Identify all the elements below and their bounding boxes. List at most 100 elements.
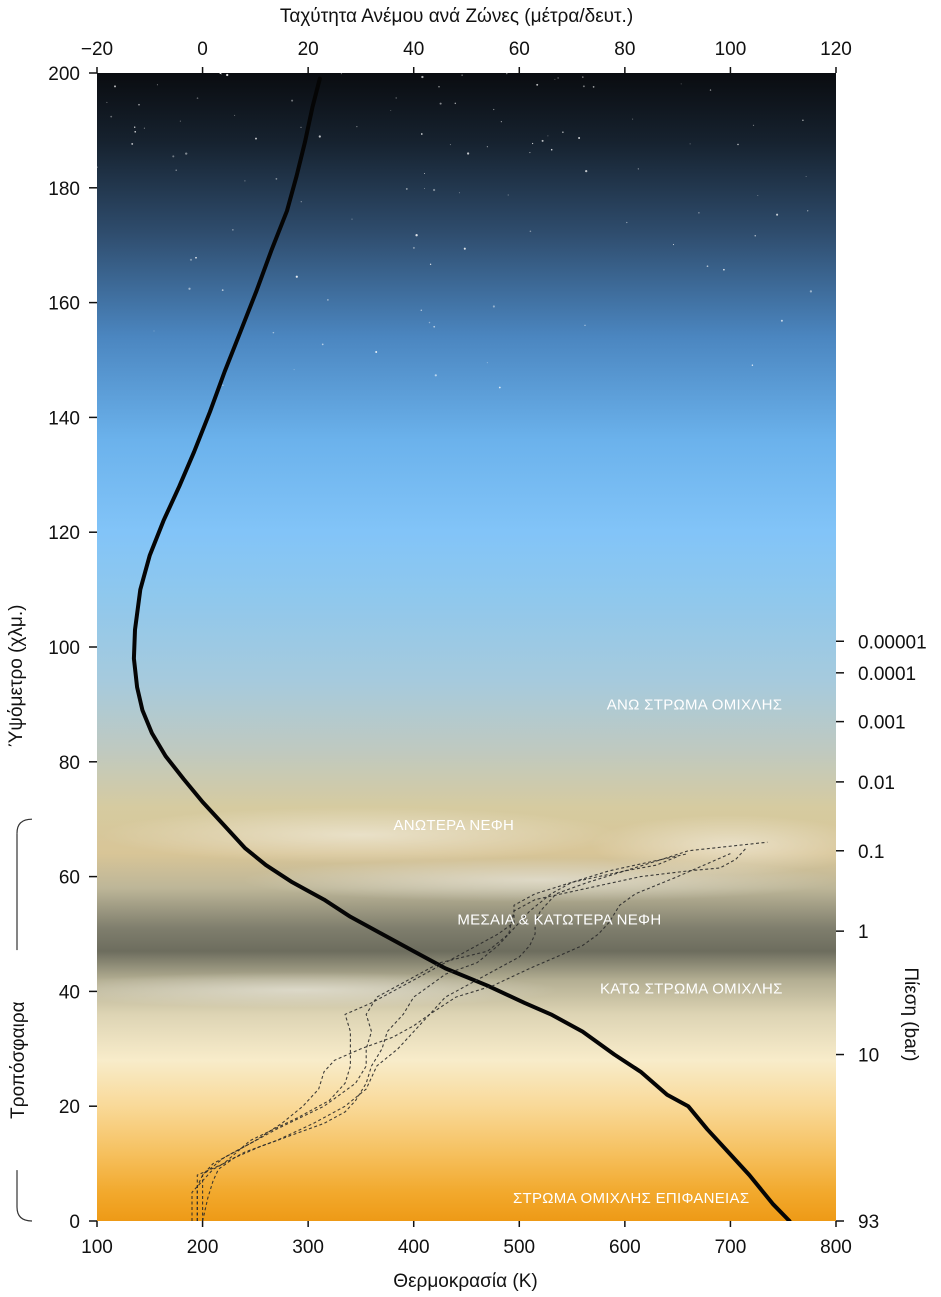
- star: [375, 351, 378, 353]
- star: [737, 143, 739, 146]
- star: [272, 331, 275, 334]
- star: [498, 386, 501, 389]
- star: [291, 99, 294, 102]
- left-tick-label: 100: [48, 638, 80, 659]
- star: [751, 364, 754, 366]
- star: [356, 126, 358, 128]
- bottom-tick-label: 600: [609, 1237, 641, 1258]
- star: [134, 126, 136, 128]
- troposphere-label: Τροπόσφαιρα: [8, 1001, 29, 1118]
- star: [626, 221, 628, 224]
- star: [536, 83, 539, 86]
- star: [433, 325, 436, 328]
- star: [486, 362, 488, 364]
- layer-label-1: ΑΝΩΤΕΡΑ ΝΕΦΗ: [393, 817, 514, 834]
- star: [221, 73, 223, 75]
- top-tick-label: 20: [298, 39, 319, 60]
- star: [153, 330, 155, 332]
- star: [131, 142, 134, 145]
- star: [114, 85, 116, 88]
- left-tick-label: 40: [59, 982, 80, 1003]
- star: [802, 119, 804, 122]
- layer-label-0: ΑΝΩ ΣΤΡΩΜΑ ΟΜΙΧΛΗΣ: [607, 696, 783, 713]
- bracket-top-curve: [16, 818, 33, 834]
- star: [196, 97, 199, 99]
- star: [110, 115, 113, 118]
- profile-curves: [131, 76, 792, 1221]
- star: [244, 180, 246, 182]
- star: [219, 73, 222, 75]
- wind-profile-line-4: [202, 855, 678, 1221]
- left-tick-label: 180: [48, 179, 80, 200]
- star: [466, 152, 470, 155]
- star: [780, 319, 783, 322]
- star: [428, 321, 431, 324]
- star: [321, 343, 324, 346]
- star: [424, 188, 425, 190]
- left-tick-label: 120: [48, 523, 80, 544]
- star: [420, 309, 423, 311]
- star: [541, 139, 544, 142]
- left-tick-label: 200: [48, 64, 80, 85]
- layer-label-4: ΣΤΡΩΜΑ ΟΜΙΧΛΗΣ ΕΠΙΦΑΝΕΙΑΣ: [513, 1190, 749, 1207]
- wind-profile-line-2: [202, 847, 747, 1221]
- top-axis-title: Ταχύτητα Ανέμου ανά Ζώνες (μέτρα/δευτ.): [280, 6, 633, 27]
- star: [255, 137, 257, 140]
- star: [351, 218, 353, 220]
- layer-labels: ΑΝΩ ΣΤΡΩΜΑ ΟΜΙΧΛΗΣ ΑΝΩΤΕΡΑ ΝΕΦΗ ΜΕΣΑΙΑ & Κ…: [393, 696, 782, 1207]
- star: [340, 73, 342, 75]
- star: [689, 143, 691, 145]
- star: [672, 244, 675, 246]
- star: [463, 247, 466, 250]
- right-tick-label: 0.01: [858, 773, 895, 794]
- star: [226, 73, 229, 77]
- top-tick-label: 0: [197, 39, 208, 60]
- star: [420, 133, 423, 135]
- star: [438, 85, 440, 88]
- left-axis-title: Ύψόμετρο (χλμ.): [6, 605, 27, 747]
- layer-label-2: ΜΕΣΑΙΑ & ΚΑΤΩΤΕΡΑ ΝΕΦΗ: [457, 912, 661, 929]
- star: [578, 137, 581, 139]
- star: [529, 230, 532, 233]
- star: [809, 290, 813, 293]
- star: [156, 84, 158, 86]
- star: [805, 175, 807, 177]
- star: [562, 131, 564, 133]
- star: [458, 192, 460, 194]
- star: [222, 384, 224, 386]
- star: [585, 169, 588, 173]
- star: [680, 83, 682, 85]
- star: [143, 127, 145, 129]
- right-tick-label: 0.00001: [858, 632, 927, 653]
- bottom-tick-label: 400: [398, 1237, 430, 1258]
- star: [706, 265, 709, 268]
- star: [637, 168, 639, 170]
- star: [175, 169, 177, 172]
- left-tick-label: 0: [69, 1212, 80, 1233]
- left-tick-label: 140: [48, 408, 80, 429]
- star: [195, 256, 197, 259]
- top-tick-label: −20: [81, 39, 113, 60]
- top-tick-label: 60: [509, 39, 530, 60]
- star: [461, 74, 463, 76]
- star: [412, 246, 415, 249]
- star: [293, 369, 295, 371]
- star: [300, 126, 302, 129]
- star: [134, 131, 136, 133]
- star: [449, 144, 451, 146]
- star: [395, 97, 397, 99]
- star: [185, 152, 188, 155]
- star: [295, 275, 298, 278]
- star: [554, 78, 556, 80]
- left-tick-label: 160: [48, 294, 80, 315]
- star: [106, 101, 108, 103]
- star: [493, 108, 495, 111]
- star: [776, 213, 779, 216]
- star: [547, 135, 549, 137]
- star: [415, 234, 418, 237]
- star: [138, 103, 140, 106]
- star: [723, 268, 725, 271]
- star: [807, 210, 809, 212]
- layer-label-3: ΚΑΤΩ ΣΤΡΩΜΑ ΟΜΙΧΛΗΣ: [600, 981, 783, 998]
